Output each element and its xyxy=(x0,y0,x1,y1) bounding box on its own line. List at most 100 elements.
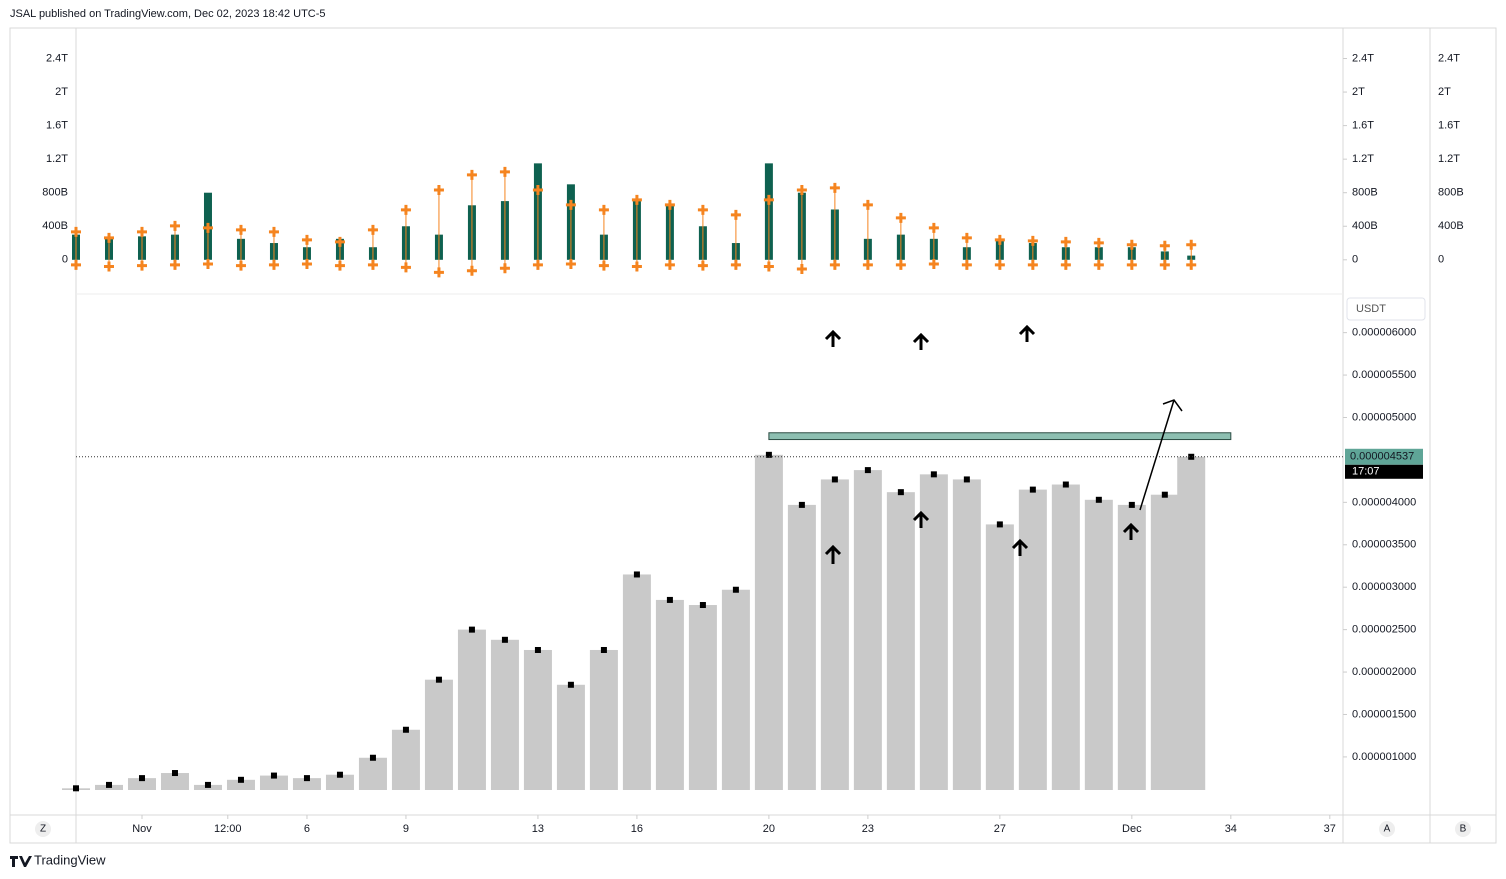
price-column xyxy=(919,474,948,790)
volume-tick-label: 800B xyxy=(1352,187,1378,199)
auto-scale-button[interactable] xyxy=(1379,821,1395,837)
close-mark xyxy=(897,489,904,496)
volume-cross xyxy=(1027,259,1038,270)
price-tick-label: 0.000001000 xyxy=(1352,751,1416,763)
volume-tick-label-second: 800B xyxy=(1438,187,1464,199)
auto-scale-label[interactable]: A xyxy=(1384,824,1391,835)
price-column xyxy=(226,779,255,790)
volume-tick-label: 0 xyxy=(1352,254,1358,266)
volume-cross xyxy=(895,212,906,223)
countdown-label: 17:07 xyxy=(1352,466,1380,478)
volume-tick-label-left: 2.4T xyxy=(46,52,68,64)
price-column xyxy=(556,684,585,790)
close-mark xyxy=(270,772,277,779)
close-mark xyxy=(600,646,607,653)
close-mark xyxy=(105,781,112,788)
volume-cross xyxy=(796,184,807,195)
volume-cross xyxy=(862,199,873,210)
close-mark xyxy=(732,586,739,593)
volume-tick-label-left: 0 xyxy=(62,254,68,266)
time-tick-label: 20 xyxy=(763,823,775,835)
volume-cross xyxy=(268,226,279,237)
volume-cross xyxy=(499,166,510,177)
volume-cross xyxy=(433,267,444,278)
time-tick-label: 6 xyxy=(304,823,310,835)
volume-cross xyxy=(334,260,345,271)
price-column xyxy=(358,757,387,790)
close-mark xyxy=(633,571,640,578)
annotation-arrows xyxy=(824,324,1183,564)
volume-cross xyxy=(565,199,576,210)
time-tick-label: 12:00 xyxy=(214,823,242,835)
timezone-button-label[interactable]: Z xyxy=(40,824,46,835)
price-tick-label: 0.000002000 xyxy=(1352,666,1416,678)
close-mark xyxy=(864,467,871,474)
volume-cross xyxy=(829,182,840,193)
close-mark xyxy=(765,451,772,458)
second-scale-label[interactable]: B xyxy=(1460,824,1467,835)
price-column xyxy=(292,778,321,790)
volume-cross xyxy=(136,260,147,271)
close-mark xyxy=(1062,481,1069,488)
currency-label[interactable]: USDT xyxy=(1356,303,1386,315)
price-column xyxy=(127,778,156,790)
price-column xyxy=(886,492,915,790)
close-mark xyxy=(666,596,673,603)
price-tick-label: 0.000002500 xyxy=(1352,624,1416,636)
price-column xyxy=(589,649,618,790)
close-mark xyxy=(468,626,475,633)
volume-cross xyxy=(1093,259,1104,270)
close-mark xyxy=(501,636,508,643)
volume-cross xyxy=(895,259,906,270)
close-mark xyxy=(1029,486,1036,493)
volume-cross xyxy=(1027,235,1038,246)
close-mark xyxy=(303,775,310,782)
volume-tick-label: 1.2T xyxy=(1352,153,1374,165)
volume-cross xyxy=(466,169,477,180)
price-column xyxy=(259,775,288,790)
volume-cross xyxy=(697,204,708,215)
volume-cross xyxy=(235,224,246,235)
volume-cross xyxy=(1060,259,1071,270)
timezone-button[interactable] xyxy=(35,821,51,837)
currency-box[interactable] xyxy=(1346,297,1426,321)
volume-tick-label-second: 400B xyxy=(1438,220,1464,232)
resistance-zone xyxy=(768,432,1232,441)
volume-cross xyxy=(268,259,279,270)
volume-tick-label: 2T xyxy=(1352,86,1365,98)
volume-cross xyxy=(631,261,642,272)
volume-cross xyxy=(301,234,312,245)
volume-cross xyxy=(763,194,774,205)
price-column xyxy=(655,599,684,790)
volume-cross xyxy=(466,265,477,276)
volume-tick-label-second: 2.4T xyxy=(1438,52,1460,64)
volume-cross xyxy=(301,259,312,269)
second-scale-button[interactable] xyxy=(1455,821,1471,837)
close-mark xyxy=(567,681,574,688)
volume-cross xyxy=(433,184,444,195)
price-column xyxy=(391,729,420,790)
volume-cross xyxy=(697,260,708,271)
price-column xyxy=(952,479,981,790)
volume-tick-label-left: 400B xyxy=(42,220,68,232)
volume-cross xyxy=(1159,240,1170,251)
volume-tick-label-left: 1.2T xyxy=(46,153,68,165)
close-mark xyxy=(798,501,805,508)
time-tick-label: 9 xyxy=(403,823,409,835)
volume-cross xyxy=(565,259,576,269)
price-column xyxy=(787,504,816,790)
price-column xyxy=(688,605,717,790)
volume-cross xyxy=(961,259,972,270)
volume-cross xyxy=(71,259,81,270)
price-tick-label: 0.000005000 xyxy=(1352,411,1416,423)
price-column xyxy=(1117,504,1146,790)
close-mark xyxy=(237,776,244,783)
volume-cross xyxy=(796,264,807,275)
close-mark xyxy=(204,781,211,788)
volume-cross xyxy=(103,261,114,272)
price-tick-label: 0.000004000 xyxy=(1352,496,1416,508)
volume-cross xyxy=(1093,237,1104,248)
price-column xyxy=(457,629,486,790)
price-column xyxy=(622,574,651,790)
close-mark xyxy=(699,602,706,609)
